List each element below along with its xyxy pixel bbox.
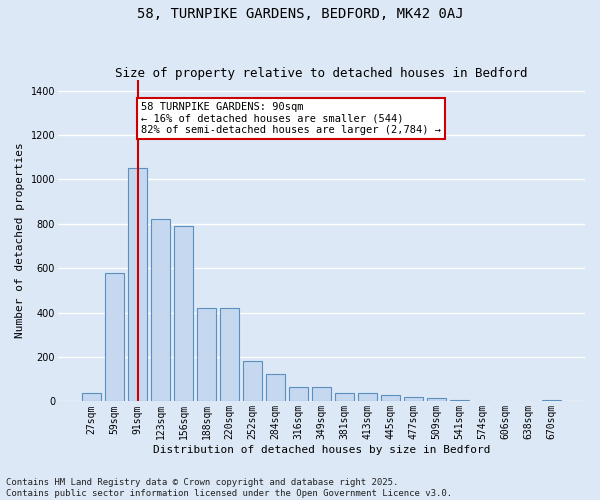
Y-axis label: Number of detached properties: Number of detached properties [15, 142, 25, 338]
X-axis label: Distribution of detached houses by size in Bedford: Distribution of detached houses by size … [153, 445, 490, 455]
Bar [174, 226, 193, 402]
Bar [449, 400, 469, 402]
Text: 58 TURNPIKE GARDENS: 90sqm
← 16% of detached houses are smaller (544)
82% of sem: 58 TURNPIKE GARDENS: 90sqm ← 16% of deta… [141, 102, 441, 135]
Bar [312, 387, 331, 402]
Bar [380, 395, 400, 402]
Bar [197, 308, 217, 402]
Bar [335, 392, 354, 402]
Text: 58, TURNPIKE GARDENS, BEDFORD, MK42 0AJ: 58, TURNPIKE GARDENS, BEDFORD, MK42 0AJ [137, 8, 463, 22]
Bar [404, 396, 423, 402]
Bar [266, 374, 285, 402]
Bar [128, 168, 148, 402]
Bar [427, 398, 446, 402]
Bar [289, 387, 308, 402]
Bar [82, 392, 101, 402]
Text: Contains HM Land Registry data © Crown copyright and database right 2025.
Contai: Contains HM Land Registry data © Crown c… [6, 478, 452, 498]
Bar [358, 392, 377, 402]
Bar [542, 400, 561, 402]
Bar [151, 220, 170, 402]
Bar [243, 362, 262, 402]
Bar [220, 308, 239, 402]
Bar [105, 272, 124, 402]
Title: Size of property relative to detached houses in Bedford: Size of property relative to detached ho… [115, 66, 528, 80]
